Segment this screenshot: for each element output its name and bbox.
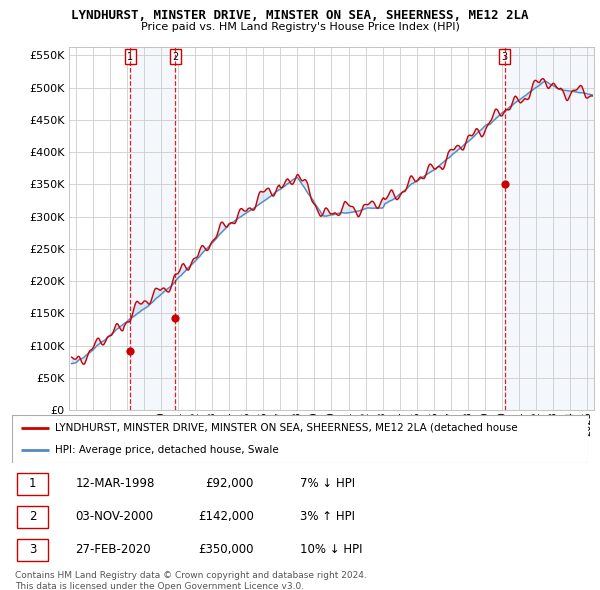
Text: LYNDHURST, MINSTER DRIVE, MINSTER ON SEA, SHEERNESS, ME12 2LA (detached house: LYNDHURST, MINSTER DRIVE, MINSTER ON SEA… xyxy=(55,423,518,433)
Text: 3: 3 xyxy=(502,51,508,61)
Text: 12-MAR-1998: 12-MAR-1998 xyxy=(76,477,155,490)
Bar xyxy=(17,473,48,494)
Bar xyxy=(17,539,48,560)
Text: 1: 1 xyxy=(127,51,133,61)
Bar xyxy=(130,47,175,410)
Point xyxy=(125,346,135,355)
Bar xyxy=(17,506,48,527)
Text: 3% ↑ HPI: 3% ↑ HPI xyxy=(300,510,355,523)
Text: 2: 2 xyxy=(29,510,36,523)
Text: £350,000: £350,000 xyxy=(199,543,254,556)
Text: LYNDHURST, MINSTER DRIVE, MINSTER ON SEA, SHEERNESS, ME12 2LA: LYNDHURST, MINSTER DRIVE, MINSTER ON SEA… xyxy=(71,9,529,22)
Text: 7% ↓ HPI: 7% ↓ HPI xyxy=(300,477,355,490)
Text: 2: 2 xyxy=(172,51,178,61)
Text: 3: 3 xyxy=(29,543,36,556)
Bar xyxy=(505,47,594,410)
Point xyxy=(170,314,180,323)
Text: 1: 1 xyxy=(29,477,36,490)
Text: 03-NOV-2000: 03-NOV-2000 xyxy=(76,510,154,523)
Text: 27-FEB-2020: 27-FEB-2020 xyxy=(76,543,151,556)
Point xyxy=(500,179,509,189)
Text: £142,000: £142,000 xyxy=(198,510,254,523)
Text: Price paid vs. HM Land Registry's House Price Index (HPI): Price paid vs. HM Land Registry's House … xyxy=(140,22,460,32)
Text: £92,000: £92,000 xyxy=(206,477,254,490)
Text: HPI: Average price, detached house, Swale: HPI: Average price, detached house, Swal… xyxy=(55,445,279,455)
Text: Contains HM Land Registry data © Crown copyright and database right 2024.
This d: Contains HM Land Registry data © Crown c… xyxy=(15,571,367,590)
Text: 10% ↓ HPI: 10% ↓ HPI xyxy=(300,543,362,556)
